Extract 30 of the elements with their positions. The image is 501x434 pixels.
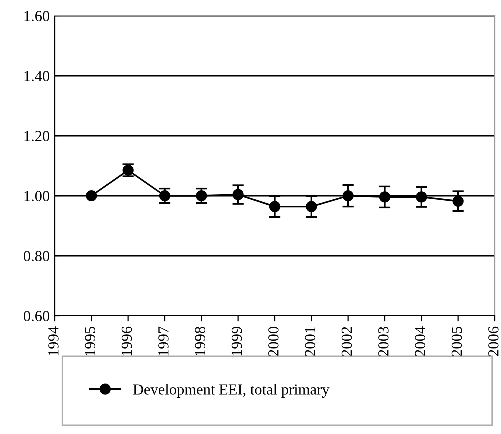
x-tick-label: 2004 [415, 326, 426, 356]
point [196, 190, 208, 202]
y-tick-label: 1.00 [24, 191, 50, 202]
x-tick-label: 1999 [232, 327, 242, 356]
point [452, 196, 464, 207]
x-tick-label: 2003 [378, 327, 389, 356]
x-tick-label: 1994 [48, 326, 59, 356]
point [86, 190, 98, 202]
legend-label: Development EEI, total primary [133, 384, 330, 398]
y-tick-label: 0.60 [24, 311, 50, 322]
point [159, 190, 171, 202]
point [379, 192, 391, 203]
y-tick-label: 1.40 [24, 71, 50, 82]
x-tick-label: 2005 [452, 327, 462, 356]
y-tick-label: 1.20 [24, 131, 50, 142]
x-tick-label: 1998 [195, 327, 206, 356]
x-tick-label: 1995 [85, 327, 96, 356]
x-tick-label: 2001 [305, 327, 316, 356]
x-tick-label: 1996 [122, 326, 132, 356]
point [269, 201, 281, 212]
x-tick-label: 2002 [342, 327, 352, 356]
point [306, 201, 318, 212]
point [232, 189, 244, 200]
point [416, 192, 428, 203]
x-tick-label: 2006 [488, 326, 499, 356]
y-tick-label: 0.80 [24, 251, 50, 262]
y-tick-label: 1.60 [24, 11, 50, 22]
point [342, 190, 354, 202]
x-tick-label: 1997 [158, 326, 169, 356]
x-tick-label: 2000 [268, 327, 279, 356]
